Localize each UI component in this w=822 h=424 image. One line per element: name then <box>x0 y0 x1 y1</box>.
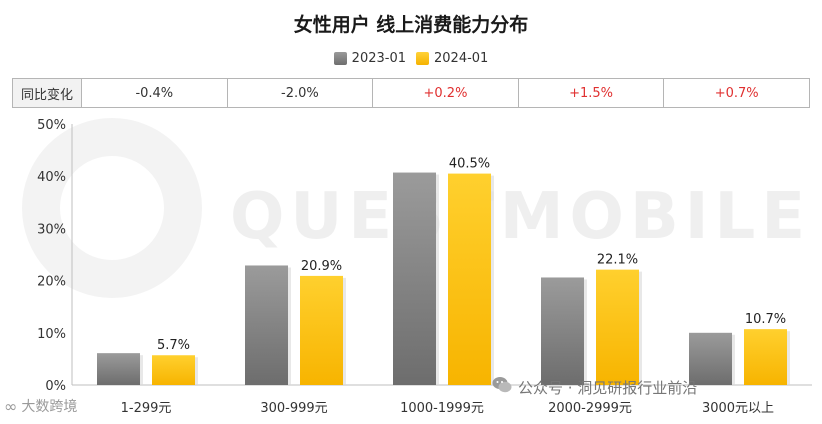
x-tick-label: 3000元以上 <box>702 401 774 416</box>
legend-label-2024: 2024-01 <box>434 51 489 66</box>
bar-2024-01 <box>596 269 639 385</box>
bar-2024-01 <box>300 275 343 385</box>
y-tick-label: 10% <box>37 327 66 342</box>
bar-2023-01 <box>245 265 288 385</box>
y-tick-label: 50% <box>37 118 66 133</box>
legend-swatch-2023 <box>333 52 347 65</box>
bar-2023-01 <box>689 332 732 385</box>
bar-2023-01 <box>541 277 584 385</box>
yoy-change-cell: +1.5% <box>519 79 665 107</box>
x-tick-label: 1-299元 <box>121 401 172 416</box>
x-tick-label: 1000-1999元 <box>400 401 484 416</box>
bar-2024-01 <box>744 329 787 385</box>
yoy-change-cell: -2.0% <box>228 79 374 107</box>
wechat-icon <box>492 376 512 398</box>
data-label: 40.5% <box>449 157 490 172</box>
bar-2024-01 <box>152 355 195 385</box>
data-label: 5.7% <box>157 338 190 353</box>
yoy-change-cell: +0.2% <box>373 79 519 107</box>
left-watermark: ∞ 大数跨境 <box>4 396 77 416</box>
y-tick-label: 40% <box>37 170 66 185</box>
bar-2023-01 <box>97 353 140 385</box>
data-label: 22.1% <box>597 253 638 268</box>
infinity-icon: ∞ <box>4 396 18 416</box>
bar-2023-01 <box>393 172 436 385</box>
yoy-change-cell: +0.7% <box>714 85 759 101</box>
chart-title: 女性用户 线上消费能力分布 <box>293 14 529 36</box>
wechat-watermark-text: 公众号 · 洞见研报行业前沿 <box>518 378 698 397</box>
legend-item-2024: 2024-01 <box>416 51 488 66</box>
yoy-change-label: 同比变化 <box>13 79 82 107</box>
y-tick-label: 20% <box>37 275 66 290</box>
chart-legend: 2023-01 2024-01 <box>0 51 822 66</box>
y-tick-label: 0% <box>45 379 66 394</box>
legend-swatch-2024 <box>416 52 429 65</box>
questmobile-watermark-logo: QUESTMOBILE <box>230 180 812 254</box>
yoy-change-table: 同比变化 -0.4% -2.0% +0.2% +1.5% +0.7% <box>12 78 810 108</box>
y-tick-label: 30% <box>37 222 66 237</box>
yoy-change-cell: -0.4% <box>82 79 228 107</box>
x-tick-label: 2000-2999元 <box>548 401 632 416</box>
legend-item-2023: 2023-01 <box>333 51 406 66</box>
wechat-watermark: 公众号 · 洞见研报行业前沿 <box>492 376 697 398</box>
legend-label-2023: 2023-01 <box>351 51 406 66</box>
data-label: 20.9% <box>301 259 342 274</box>
data-label: 10.7% <box>745 312 786 327</box>
left-watermark-text: 大数跨境 <box>21 399 78 415</box>
bar-2024-01 <box>448 173 491 385</box>
x-tick-label: 300-999元 <box>260 401 327 416</box>
